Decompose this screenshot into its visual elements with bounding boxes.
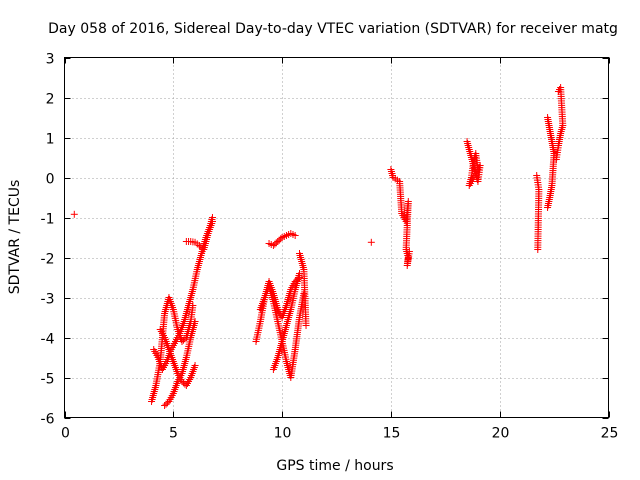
y-tick-label: -1 bbox=[41, 212, 55, 228]
y-tick-label: -6 bbox=[41, 412, 55, 428]
data-point bbox=[474, 166, 482, 173]
y-tick-label: 3 bbox=[46, 52, 55, 68]
data-point bbox=[300, 290, 308, 297]
data-point bbox=[534, 246, 542, 253]
x-tick-label: 10 bbox=[274, 426, 292, 442]
axis-ticks bbox=[64, 57, 610, 419]
x-tick-labels: 0 5 10 15 20 25 bbox=[61, 426, 618, 442]
y-tick-label: 2 bbox=[46, 92, 55, 108]
data-point bbox=[277, 235, 285, 243]
y-axis-label: SDTVAR / TECUs bbox=[7, 180, 23, 295]
data-point bbox=[405, 248, 413, 255]
data-point bbox=[367, 238, 375, 246]
data-marks bbox=[70, 84, 567, 409]
chart-title: Day 058 of 2016, Sidereal Day-to-day VTE… bbox=[48, 21, 618, 37]
x-tick-label: 15 bbox=[383, 426, 401, 442]
data-point bbox=[208, 218, 216, 225]
y-tick-label: -5 bbox=[41, 372, 55, 388]
data-point bbox=[544, 204, 552, 211]
y-tick-label: -3 bbox=[41, 292, 55, 308]
data-point bbox=[291, 232, 299, 239]
y-tick-label: 0 bbox=[46, 172, 55, 188]
x-tick-label: 0 bbox=[61, 426, 70, 442]
data-point bbox=[70, 210, 78, 218]
data-point bbox=[191, 362, 199, 369]
y-tick-label: -4 bbox=[41, 332, 55, 348]
data-point bbox=[191, 318, 199, 325]
data-point bbox=[302, 322, 310, 329]
plot-frame bbox=[64, 57, 609, 418]
x-axis-label: GPS time / hours bbox=[276, 458, 393, 474]
x-tick-label: 20 bbox=[492, 426, 510, 442]
data-point bbox=[554, 88, 562, 95]
grid bbox=[64, 57, 609, 418]
x-tick-label: 5 bbox=[169, 426, 178, 442]
y-tick-label: 1 bbox=[46, 132, 55, 148]
x-tick-label: 25 bbox=[601, 426, 619, 442]
y-tick-label: -2 bbox=[41, 252, 55, 268]
y-tick-labels: -6 -5 -4 -3 -2 -1 0 1 2 3 bbox=[41, 52, 55, 428]
